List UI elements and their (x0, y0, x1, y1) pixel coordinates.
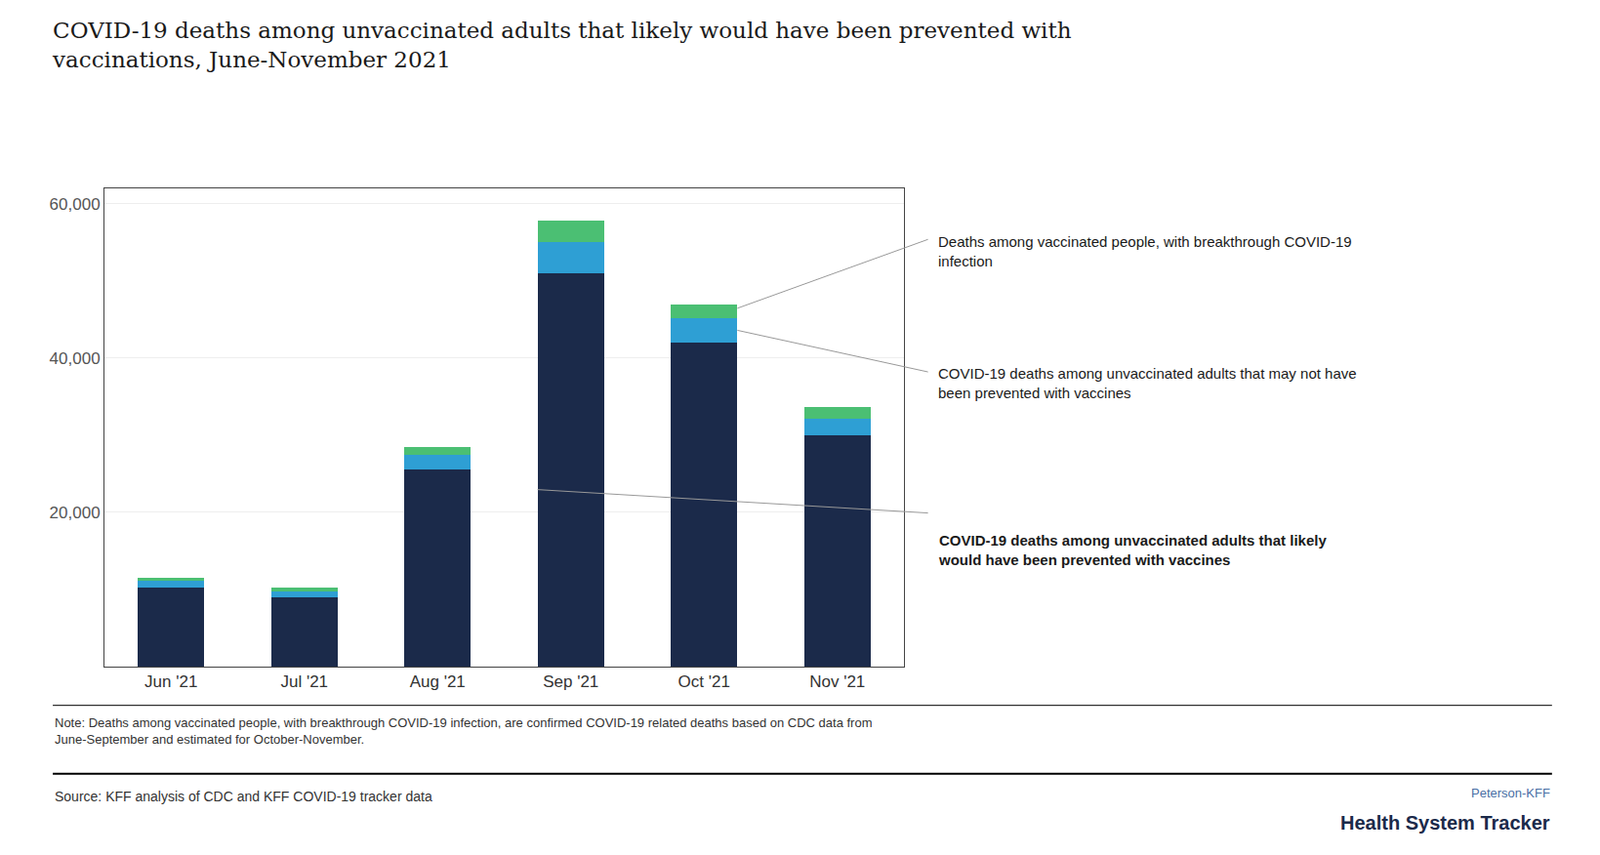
svg-text:Health System Tracker: Health System Tracker (1340, 812, 1551, 834)
svg-text:Jul '21: Jul '21 (280, 672, 329, 692)
svg-text:Nov '21: Nov '21 (809, 672, 865, 692)
svg-text:Jun '21: Jun '21 (144, 672, 198, 692)
svg-text:Source: KFF analysis of CDC an: Source: KFF analysis of CDC and KFF COVI… (54, 788, 433, 805)
svg-text:Aug '21: Aug '21 (410, 672, 466, 692)
svg-text:Sep '21: Sep '21 (542, 672, 599, 692)
svg-text:20,000: 20,000 (49, 503, 101, 523)
svg-text:Deaths among vaccinated people: Deaths among vaccinated people, with bre… (938, 233, 1353, 270)
svg-text:COVID-19 deaths among unvaccin: COVID-19 deaths among unvaccinated adult… (938, 532, 1327, 569)
svg-text:40,000: 40,000 (49, 349, 101, 369)
svg-text:Note: Deaths among vaccinated: Note: Deaths among vaccinated people, wi… (54, 715, 873, 747)
svg-text:COVID-19 deaths among unvaccin: COVID-19 deaths among unvaccinated adult… (938, 365, 1357, 402)
svg-text:60,000: 60,000 (49, 195, 101, 214)
svg-text:COVID-19 deaths among unvaccin: COVID-19 deaths among unvaccinated adult… (51, 17, 1072, 73)
svg-text:Peterson-KFF: Peterson-KFF (1471, 785, 1551, 801)
svg-text:Oct '21: Oct '21 (678, 672, 731, 692)
